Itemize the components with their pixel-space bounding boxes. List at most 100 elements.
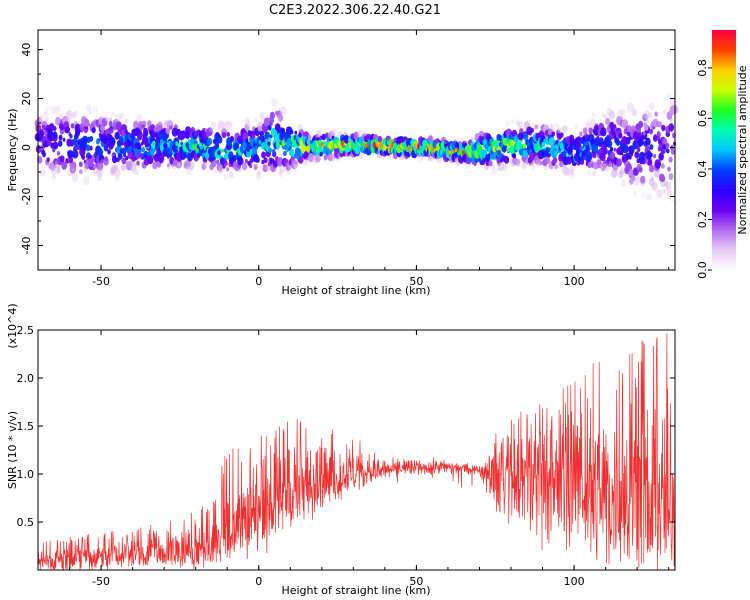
spectrogram-cell	[522, 149, 529, 158]
spectrogram-cell	[602, 147, 608, 155]
spectrogram-cell	[87, 158, 94, 168]
snr-frame	[37, 329, 676, 571]
spectrogram-cell	[259, 112, 266, 121]
spectrogram-cell	[133, 120, 139, 129]
spectrogram-cell	[268, 147, 272, 153]
spectrogram-cell	[89, 135, 94, 142]
spectrogram-cell	[626, 125, 632, 133]
spectrogram-cell	[502, 163, 507, 171]
spectrogram-cell	[271, 148, 276, 154]
colorbar-tick-label: 0.4	[696, 160, 709, 178]
spectrogram-cell	[221, 131, 227, 139]
spectrogram-cell	[108, 120, 113, 127]
spectrogram-cell	[46, 106, 50, 112]
snr-y-tick-label: 0.5	[17, 516, 35, 529]
spectrogram-cell	[654, 111, 658, 117]
spectrogram-cell	[513, 135, 519, 143]
spectrogram-cell	[213, 169, 217, 175]
spectrogram-cell	[377, 135, 383, 143]
snr-y-multiplier: (x10^4)	[6, 303, 19, 348]
spectrogram-cell	[359, 151, 365, 159]
spectrogram-cell	[254, 117, 258, 122]
spectrogram-cell	[244, 159, 248, 164]
spectrogram-cell	[638, 166, 643, 173]
spectrogram-cell	[226, 167, 230, 172]
spectrogram-cell	[615, 139, 621, 146]
snr-x-tick-label: 100	[564, 575, 585, 588]
spectrogram-cell	[642, 192, 646, 198]
spectrogram-cell	[314, 154, 321, 163]
spectrogram-cell	[660, 175, 666, 182]
spectrogram-cell	[136, 142, 142, 150]
snr-series-line	[37, 333, 676, 571]
colorbar-gradient	[712, 30, 736, 270]
spectrogram-cell	[261, 151, 266, 159]
snr-x-tick-label: -50	[92, 575, 110, 588]
spectrogram-cell	[163, 142, 168, 149]
spectrogram-cell	[56, 105, 61, 111]
spectrogram-cell	[588, 127, 593, 135]
spectrogram-cell	[288, 165, 292, 170]
spectrogram-cell	[175, 141, 179, 146]
spectrogram-cell	[188, 161, 195, 171]
spectrogram-cell	[70, 123, 75, 129]
spectrogram-cell	[603, 114, 608, 120]
colorbar-tick-label: 0.0	[696, 261, 709, 279]
spectrogram-cell	[276, 145, 280, 150]
spectrogram-cell	[510, 139, 515, 146]
spectrogram-cell	[656, 189, 663, 199]
spectrogram-cell	[283, 150, 287, 157]
spectrogram-cell	[53, 132, 58, 139]
spectrogram-cell	[631, 175, 636, 182]
spectrogram-cell	[330, 128, 336, 137]
spectrogram-cell	[169, 153, 173, 158]
spectrogram-cell	[554, 164, 558, 170]
spectrogram-cell	[568, 134, 575, 143]
spectrogram-cell	[274, 130, 279, 136]
spectrogram-cell	[272, 160, 279, 168]
spectrogram-cell	[628, 145, 635, 155]
spectrogram-cell	[184, 131, 190, 139]
spectrogram-cell	[508, 134, 512, 140]
spectrogram-cell	[620, 150, 624, 156]
spectrogram-cell	[264, 131, 271, 140]
snr-y-tick-label: 1.0	[17, 468, 35, 481]
spectrogram-cell	[586, 151, 593, 161]
spectrogram-cell	[562, 124, 568, 133]
spectrogram-cell	[570, 168, 575, 176]
spectrogram-cell	[600, 127, 607, 137]
spectrogram-cell	[38, 129, 45, 138]
spectrogram-cell	[142, 124, 146, 129]
spectrogram-cell	[281, 127, 285, 134]
spectrogram-cell	[118, 135, 124, 143]
spectrogram-cell	[543, 124, 548, 132]
spectrogram-cell	[510, 119, 515, 125]
spectrogram-cell	[657, 121, 663, 128]
spectrogram-cell	[530, 127, 534, 133]
spectrogram-cell	[552, 157, 557, 164]
spectrogram-cell	[529, 151, 536, 161]
spectrogram-cell	[321, 133, 327, 141]
spectrogram-cell	[290, 129, 294, 135]
spectrogram-cell	[35, 145, 42, 154]
spectrogram-cell	[579, 146, 583, 151]
spectrogram-cell	[254, 145, 258, 151]
spectrogram-cell	[268, 137, 272, 143]
spectrogram-cell	[667, 166, 671, 172]
spectrogram-cell	[534, 124, 539, 130]
spectrogram-cell	[87, 122, 91, 127]
spectrogram-cell	[245, 138, 249, 144]
spectrogram-cell	[294, 130, 298, 135]
spectrogram-cell	[152, 161, 158, 170]
spectrogram-cell	[119, 112, 125, 119]
spectrogram-x-axis-label: Height of straight line (km)	[281, 284, 430, 297]
spectrogram-cell	[631, 105, 636, 112]
spectrogram-cell	[57, 140, 63, 147]
spectrogram-cell	[554, 123, 559, 129]
spectrogram-cell	[596, 135, 600, 140]
spectrogram-cell	[549, 123, 554, 130]
spectrogram-x-tick-label: 50	[409, 275, 423, 288]
spectrogram-cell	[223, 173, 228, 181]
spectrogram-cell	[574, 123, 579, 130]
